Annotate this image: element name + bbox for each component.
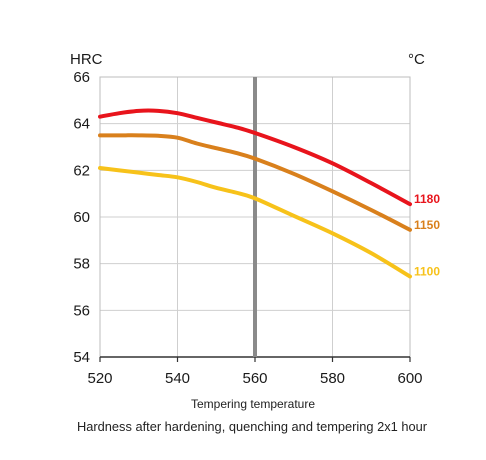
series-line-1150 [98, 133, 412, 232]
y-tick-label: 64 [73, 116, 90, 133]
y-tick-labels: 54 56 58 60 62 64 66 [73, 69, 90, 366]
y-tick-label: 62 [73, 162, 90, 179]
x-unit-label: °C [408, 51, 425, 68]
y-tick-label: 56 [73, 302, 90, 319]
series-lines [98, 108, 412, 279]
x-tick-label: 580 [320, 370, 345, 387]
x-tick-label: 540 [165, 370, 190, 387]
y-tick-label: 58 [73, 256, 90, 273]
series-line-1180 [98, 108, 412, 207]
series-label-1150: 1150 [414, 218, 440, 232]
x-axis-label: Tempering temperature [191, 397, 315, 411]
x-tick-label: 520 [87, 370, 112, 387]
x-tick-labels: 520 540 560 580 600 [87, 370, 422, 387]
y-tick-label: 66 [73, 69, 90, 86]
series-labels: 1180 1150 1100 [414, 192, 440, 278]
x-tick-label: 560 [242, 370, 267, 387]
series-line-1100 [98, 166, 412, 279]
series-label-1100: 1100 [414, 265, 440, 279]
y-tick-label: 60 [73, 209, 90, 226]
y-unit-label: HRC [70, 51, 103, 68]
chart-caption: Hardness after hardening, quenching and … [77, 419, 428, 434]
x-tick-label: 600 [397, 370, 422, 387]
series-label-1180: 1180 [414, 192, 440, 206]
y-tick-label: 54 [73, 349, 90, 366]
